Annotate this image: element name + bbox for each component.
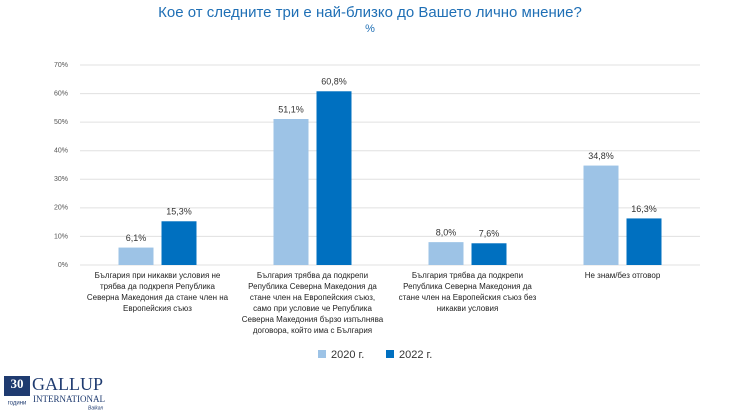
bar [471,243,507,265]
data-label: 16,3% [631,204,657,214]
data-label: 60,8% [321,77,347,87]
legend: 2020 г. 2022 г. [318,349,432,361]
logo-sub: INTERNATIONAL [33,394,105,404]
logo-name: GALLUP [32,374,103,394]
x-tick-label-box: Не знам/без отговор [584,271,661,280]
y-tick-label: 70% [54,62,68,69]
bar [316,91,352,266]
y-tick-label: 50% [54,119,68,126]
logo-number: 30 [11,376,24,391]
y-tick-label: 10% [54,233,68,240]
data-label: 15,3% [166,207,192,217]
logo-box [4,376,30,396]
bar [161,221,197,265]
bar [273,119,309,265]
y-tick-label: 20% [54,205,68,212]
y-tick-label: 0% [58,262,68,269]
data-label: 51,1% [278,104,304,114]
x-tick-label: България трябва да подкрепи Република Се… [398,271,537,313]
bar [583,165,619,265]
data-label: 7,6% [479,229,500,239]
data-label: 6,1% [126,233,147,243]
logo-years: години [8,401,27,407]
legend-swatch [318,350,326,358]
data-label: 34,8% [588,151,614,161]
y-tick-label: 40% [54,148,68,155]
logo-region: Balkan [88,405,104,411]
x-tick-label: България при никакви условия не трябва д… [86,271,229,313]
bar [118,247,154,265]
legend-label: 2020 г. [331,349,364,361]
x-tick-label-box: България при никакви условия не трябва д… [86,271,229,313]
logo: 30 години GALLUP INTERNATIONAL Balkan [4,374,105,411]
x-tick-label: Не знам/без отговор [584,271,661,280]
y-tick-label: 30% [54,176,68,183]
x-tick-label: България трябва да подкрепи Република Се… [241,271,384,335]
chart-title: Кое от следните три е най-близко до Ваше… [158,4,582,21]
y-tick-label: 60% [54,90,68,97]
bar [428,242,464,265]
bar [626,218,662,265]
legend-swatch [386,350,394,358]
x-tick-label-box: България трябва да подкрепи Република Се… [398,271,537,313]
legend-label: 2022 г. [399,349,432,361]
x-tick-label-box: България трябва да подкрепи Република Се… [241,271,384,335]
data-label: 8,0% [436,228,457,238]
chart-subtitle: % [365,23,375,35]
